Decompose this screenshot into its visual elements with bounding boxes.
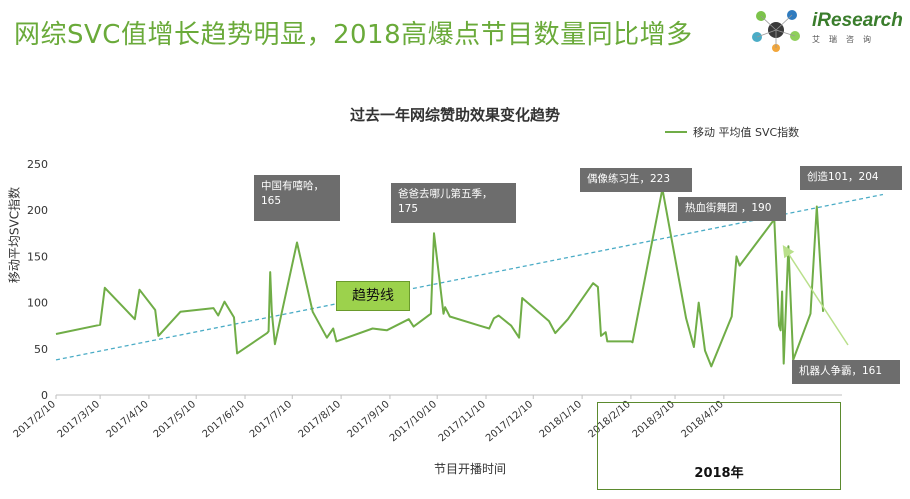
chart-legend: 移动 平均值 SVC指数 xyxy=(665,124,799,140)
annotation-arrow xyxy=(782,244,849,346)
x-tick-label: 2018/1/10 xyxy=(538,399,584,440)
y-tick-label: 0 xyxy=(41,389,48,402)
slide-title: 网综SVC值增长趋势明显，2018高爆点节目数量同比增多 xyxy=(14,20,693,50)
y-tick-label: 150 xyxy=(27,250,48,263)
x-tick-label: 2017/8/10 xyxy=(297,399,343,440)
annotation-chuangzao-101: 创造101，204 xyxy=(800,166,902,190)
y-tick-label: 50 xyxy=(34,343,48,356)
annotation-ouxiang-lianxisheng: 偶像练习生，223 xyxy=(580,168,692,192)
y-tick-label: 200 xyxy=(27,204,48,217)
annotation-rexue-jiewutuan: 热血街舞团 ，190 xyxy=(678,197,786,221)
x-tick-label: 2017/11/10 xyxy=(437,399,488,444)
chart-title: 过去一年网综赞助效果变化趋势 xyxy=(349,106,560,124)
brand-name: iResearch xyxy=(812,10,903,31)
x-tick-label: 2017/10/10 xyxy=(388,399,439,444)
annotation-baba-qunaer: 爸爸去哪儿第五季， 175 xyxy=(391,183,516,223)
legend-label: 移动 平均值 SVC指数 xyxy=(693,126,800,139)
brand: iResearch 艾瑞咨询 xyxy=(812,10,904,45)
x-axis-label: 节目开播时间 xyxy=(433,462,506,476)
brand-logo-icon xyxy=(752,10,800,52)
x-tick-label: 2017/12/10 xyxy=(484,399,535,444)
y-tick-label: 100 xyxy=(27,297,48,310)
brand-subtitle: 艾瑞咨询 xyxy=(812,35,880,44)
year-2018-label: 2018年 xyxy=(694,466,744,481)
x-tick-label: 2017/5/10 xyxy=(152,399,198,440)
annotation-zhongguo-youxiha: 中国有嘻哈， 165 xyxy=(254,175,340,221)
trendline-label: 趋势线 xyxy=(336,281,410,311)
x-tick-label: 2017/6/10 xyxy=(201,399,247,440)
x-tick-label: 2017/9/10 xyxy=(346,399,392,440)
annotation-jiqiren-zhengba: 机器人争霸，161 xyxy=(792,360,900,384)
x-tick-label: 2017/7/10 xyxy=(248,399,294,440)
x-tick-label: 2017/3/10 xyxy=(56,399,102,440)
trend-line xyxy=(55,193,884,361)
y-tick-label: 250 xyxy=(27,158,48,171)
legend-swatch xyxy=(665,131,687,133)
series-line xyxy=(55,187,825,368)
x-tick-label: 2017/2/10 xyxy=(12,399,58,440)
year-2018-highlight-box: 2018年 xyxy=(597,402,841,490)
x-tick-label: 2017/4/10 xyxy=(105,399,151,440)
